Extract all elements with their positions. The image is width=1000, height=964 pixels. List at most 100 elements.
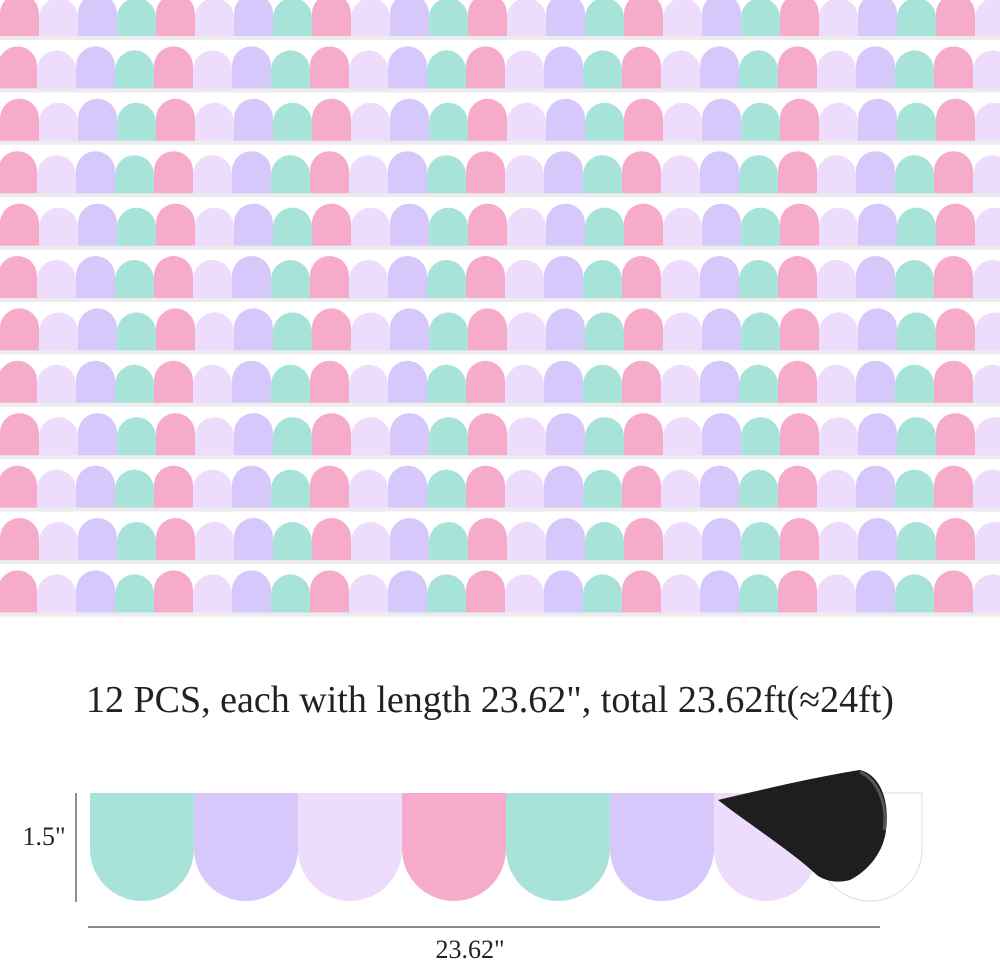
- scallop: [973, 260, 1000, 298]
- scallop: [154, 360, 193, 403]
- scallop: [310, 360, 349, 403]
- sample-scallop: [298, 793, 402, 901]
- scallop: [702, 413, 741, 456]
- scallop: [661, 469, 700, 508]
- scallop: [583, 469, 622, 508]
- scallop: [819, 0, 858, 36]
- scallop: [663, 312, 702, 351]
- sample-scallop: [506, 793, 610, 901]
- scallop: [817, 155, 856, 194]
- scallop: [273, 0, 312, 36]
- scallop: [466, 360, 505, 403]
- scallop: [817, 364, 856, 403]
- scallop: [741, 207, 780, 246]
- scallop: [663, 522, 702, 560]
- scallop: [156, 413, 195, 456]
- scallop: [934, 151, 973, 194]
- scallop: [858, 413, 897, 456]
- scallop: [390, 0, 429, 36]
- scallop: [39, 207, 78, 246]
- scallop: [624, 0, 663, 36]
- scallop: [741, 0, 780, 36]
- scallop: [271, 155, 310, 194]
- scallop: [817, 50, 856, 89]
- scallop: [739, 469, 778, 508]
- scallop: [780, 0, 819, 36]
- scallop: [468, 413, 507, 456]
- scallop: [351, 312, 390, 351]
- strip-base: [0, 243, 1000, 250]
- length-label: 23.62": [435, 935, 504, 964]
- scallop: [273, 102, 312, 141]
- scallop: [700, 570, 739, 613]
- scallop: [429, 522, 468, 560]
- scallop: [856, 151, 895, 194]
- scallop: [154, 256, 193, 298]
- scallop: [661, 260, 700, 298]
- scallop: [897, 417, 936, 456]
- sample-strip: [90, 770, 923, 902]
- scallop: [349, 574, 388, 613]
- scallop: [349, 260, 388, 298]
- scallop: [117, 417, 156, 456]
- scallop: [544, 151, 583, 194]
- scallop: [115, 469, 154, 508]
- scallop: [897, 102, 936, 141]
- strip-base: [0, 558, 1000, 564]
- scallop: [39, 0, 78, 36]
- scallop: [780, 413, 819, 456]
- scallop: [234, 203, 273, 246]
- scallop: [622, 151, 661, 194]
- scallop: [429, 102, 468, 141]
- scallop: [0, 360, 37, 403]
- scallop: [466, 570, 505, 613]
- scallop: [37, 155, 76, 194]
- scallop: [388, 151, 427, 194]
- scallop: [936, 0, 975, 36]
- scallop: [117, 207, 156, 246]
- scallop: [661, 155, 700, 194]
- scallop: [544, 46, 583, 89]
- scallop: [858, 308, 897, 351]
- scallop: [505, 574, 544, 613]
- scallop: [856, 570, 895, 613]
- scallop: [154, 570, 193, 613]
- sample-scallop: [402, 793, 506, 901]
- scallop: [585, 312, 624, 351]
- scallop: [390, 98, 429, 141]
- scallop: [583, 364, 622, 403]
- scallop: [39, 417, 78, 456]
- scallop: [505, 469, 544, 508]
- scallop: [390, 308, 429, 351]
- scallop: [195, 522, 234, 560]
- scallop: [739, 155, 778, 194]
- scallop: [115, 364, 154, 403]
- scallop: [193, 469, 232, 508]
- scallop: [741, 102, 780, 141]
- scallop: [819, 312, 858, 351]
- scallop: [312, 518, 351, 560]
- scallop: [351, 207, 390, 246]
- scallop: [156, 0, 195, 36]
- scallop: [429, 0, 468, 36]
- scallop: [271, 574, 310, 613]
- scallop: [0, 518, 39, 560]
- caption: 12 PCS, each with length 23.62", total 2…: [86, 679, 894, 721]
- sample-scallop: [90, 793, 194, 901]
- scallop: [195, 417, 234, 456]
- scallop: [78, 413, 117, 456]
- scallop: [429, 417, 468, 456]
- scallop: [583, 260, 622, 298]
- scallop: [973, 364, 1000, 403]
- scallop: [546, 0, 585, 36]
- scallop: [702, 308, 741, 351]
- scallop: [546, 413, 585, 456]
- scallop: [232, 570, 271, 613]
- scallop: [583, 50, 622, 89]
- scallop: [858, 98, 897, 141]
- scallop: [546, 203, 585, 246]
- scallop: [310, 256, 349, 298]
- scallop: [388, 256, 427, 298]
- scallop: [310, 465, 349, 508]
- scallop: [544, 570, 583, 613]
